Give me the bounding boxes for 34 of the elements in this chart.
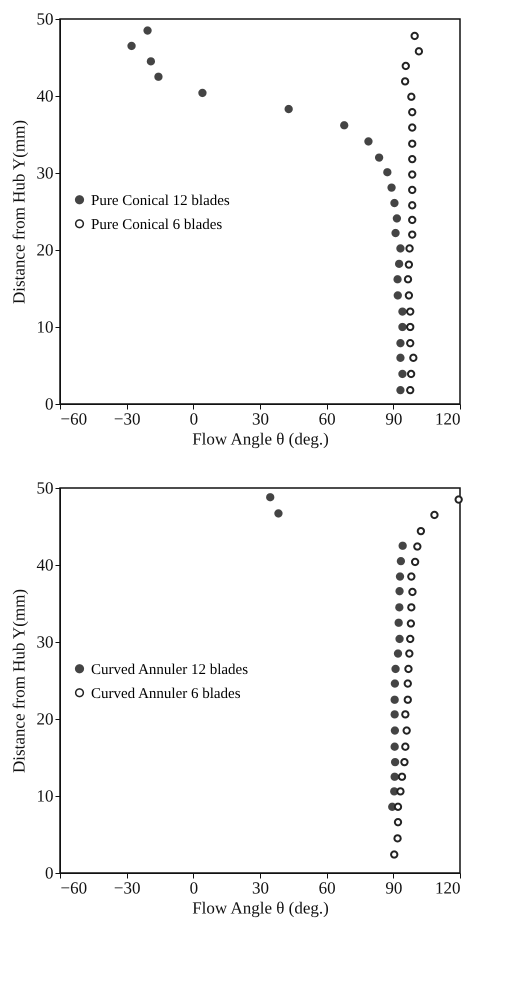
- x-tick-label: 30: [252, 410, 269, 428]
- legend-label: Curved Annuler 6 blades: [91, 686, 241, 702]
- x-tick-label: 90: [385, 878, 402, 898]
- y-tick-label: 10: [36, 786, 54, 806]
- x-tick-label: −60: [60, 878, 88, 898]
- x-tick-label: −30: [114, 878, 140, 898]
- y-tick-label: 40: [36, 86, 54, 106]
- y-tick-label: 50: [36, 10, 54, 28]
- x-tick-label: 60: [318, 410, 336, 428]
- y-tick-label: 10: [36, 318, 54, 336]
- x-tick-label: 120: [435, 878, 460, 898]
- x-tick-label: 90: [385, 410, 402, 428]
- y-axis-title: Distance from Hub Y(mm): [10, 120, 28, 304]
- x-axis-title: Flow Angle θ (deg.): [192, 898, 329, 918]
- x-axis-title: Flow Angle θ (deg.): [192, 430, 329, 448]
- y-axis-title: Distance from Hub Y(mm): [10, 589, 28, 773]
- y-tick-label: 30: [36, 632, 54, 652]
- x-tick-label: −30: [114, 410, 140, 428]
- x-tick-label: 0: [190, 410, 198, 428]
- x-tick-label: −60: [60, 410, 88, 428]
- y-tick-label: 20: [36, 240, 54, 260]
- x-tick-label: 60: [318, 878, 336, 898]
- y-tick-label: 0: [45, 864, 54, 882]
- y-tick-label: 0: [45, 394, 54, 414]
- x-tick-label: 120: [435, 410, 460, 428]
- x-tick-label: 30: [252, 878, 269, 898]
- y-tick-label: 50: [36, 478, 54, 498]
- legend-label: Pure Conical 12 blades: [91, 192, 230, 209]
- x-tick-label: 0: [190, 878, 198, 898]
- legend-label: Pure Conical 6 blades: [91, 216, 222, 233]
- legend-label: Curved Annuler 12 blades: [91, 662, 248, 678]
- y-tick-label: 20: [36, 710, 54, 728]
- y-tick-label: 40: [36, 556, 54, 574]
- y-tick-label: 30: [36, 164, 54, 182]
